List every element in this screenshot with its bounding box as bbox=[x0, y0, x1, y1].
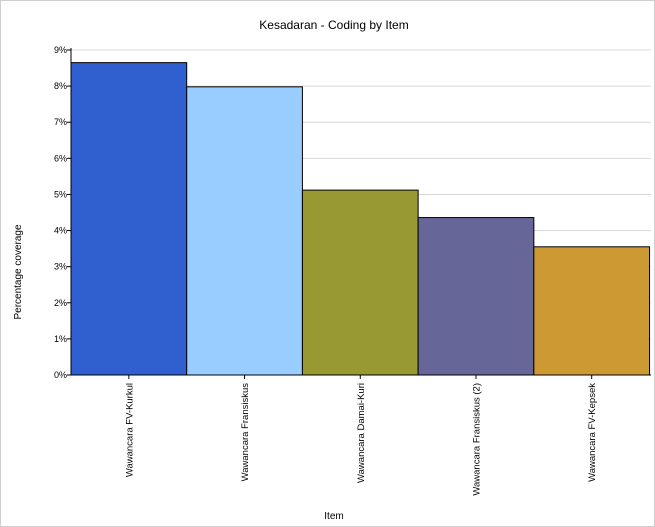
bar bbox=[417, 217, 535, 376]
bar bbox=[70, 62, 188, 376]
bars bbox=[70, 62, 651, 376]
axes bbox=[70, 48, 651, 376]
bar bbox=[533, 246, 651, 376]
x-category-label: Wawancara Fransiskus bbox=[240, 383, 251, 482]
y-tick-label: 6% bbox=[54, 153, 67, 163]
y-tick-label: 9% bbox=[54, 45, 67, 55]
x-category-label: Wawancara Fransiskus (2) bbox=[471, 383, 482, 496]
chart-title: Kesadaran - Coding by Item bbox=[259, 18, 408, 32]
x-category-label: Wawancara Damai-Kuri bbox=[356, 383, 367, 483]
y-tick-label: 4% bbox=[54, 226, 67, 236]
bar bbox=[186, 86, 303, 376]
y-tick-label: 5% bbox=[54, 189, 67, 199]
y-tick-label: 1% bbox=[54, 334, 67, 344]
y-tick-label: 8% bbox=[54, 81, 67, 91]
x-axis-categories: Wawancara FV-Kurkul Wawancara Fransiskus W… bbox=[124, 375, 598, 496]
x-axis-title: Item bbox=[324, 511, 343, 522]
y-tick-label: 3% bbox=[54, 262, 67, 272]
y-tick-label: 0% bbox=[54, 370, 67, 380]
y-tick-label: 7% bbox=[54, 117, 67, 127]
y-axis-title: Percentage coverage bbox=[13, 224, 24, 320]
bar bbox=[301, 189, 419, 376]
y-tick-label: 2% bbox=[54, 298, 67, 308]
x-category-label: Wawancara FV-Kurkul bbox=[124, 383, 135, 477]
y-axis-ticks: 0% 1% 2% 3% 4% 5% 6% 7% 8% 9% bbox=[54, 45, 71, 380]
x-category-label: Wawancara FV-Kepsek bbox=[587, 383, 598, 482]
